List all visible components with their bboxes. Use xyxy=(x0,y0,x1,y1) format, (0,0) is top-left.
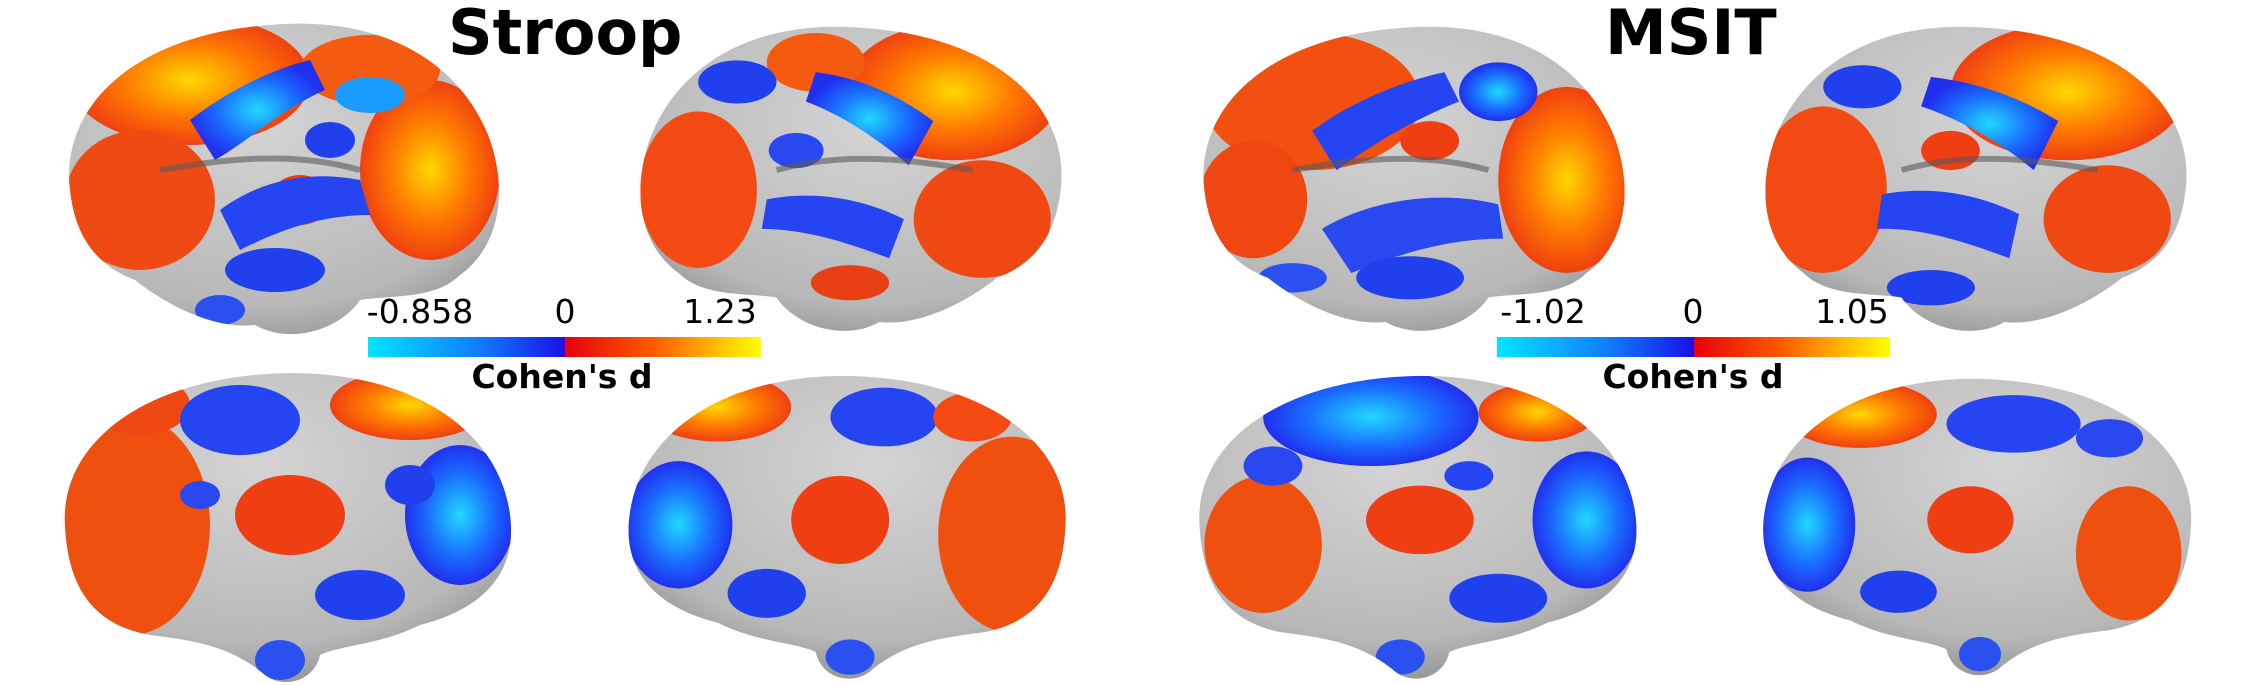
colorbar xyxy=(368,337,761,357)
colorbar xyxy=(1497,337,1890,357)
brain-medial-right-view xyxy=(1745,345,2215,685)
brain-lateral-right-view xyxy=(1735,0,2215,350)
panel-title: MSIT xyxy=(1605,0,1777,69)
colorbar-min-label: -0.858 xyxy=(366,292,474,331)
colorbar-positive-segment xyxy=(564,337,761,357)
colorbar-zero-label: 0 xyxy=(1682,292,1704,331)
brain-lateral-left-view xyxy=(1175,0,1655,350)
stroop-panel: Stroop xyxy=(0,0,1125,684)
brain-lateral-right-view xyxy=(610,0,1090,350)
brain-lateral-left-view xyxy=(40,0,530,350)
msit-panel: MSIT xyxy=(1125,0,2250,684)
brain-medial-left-view xyxy=(1175,345,1655,685)
colorbar-negative-segment xyxy=(368,337,565,357)
brain-medial-left-view xyxy=(40,345,530,685)
brain-medial-right-view xyxy=(610,345,1090,685)
colorbar-positive-segment xyxy=(1693,337,1890,357)
colorbar-title: Cohen's d xyxy=(1602,357,1784,396)
colorbar-negative-segment xyxy=(1497,337,1694,357)
colorbar-zero-label: 0 xyxy=(554,292,576,331)
colorbar-max-label: 1.05 xyxy=(1815,292,1889,331)
panel-title: Stroop xyxy=(448,0,683,69)
colorbar-title: Cohen's d xyxy=(471,357,653,396)
colorbar-min-label: -1.02 xyxy=(1500,292,1586,331)
colorbar-max-label: 1.23 xyxy=(683,292,757,331)
